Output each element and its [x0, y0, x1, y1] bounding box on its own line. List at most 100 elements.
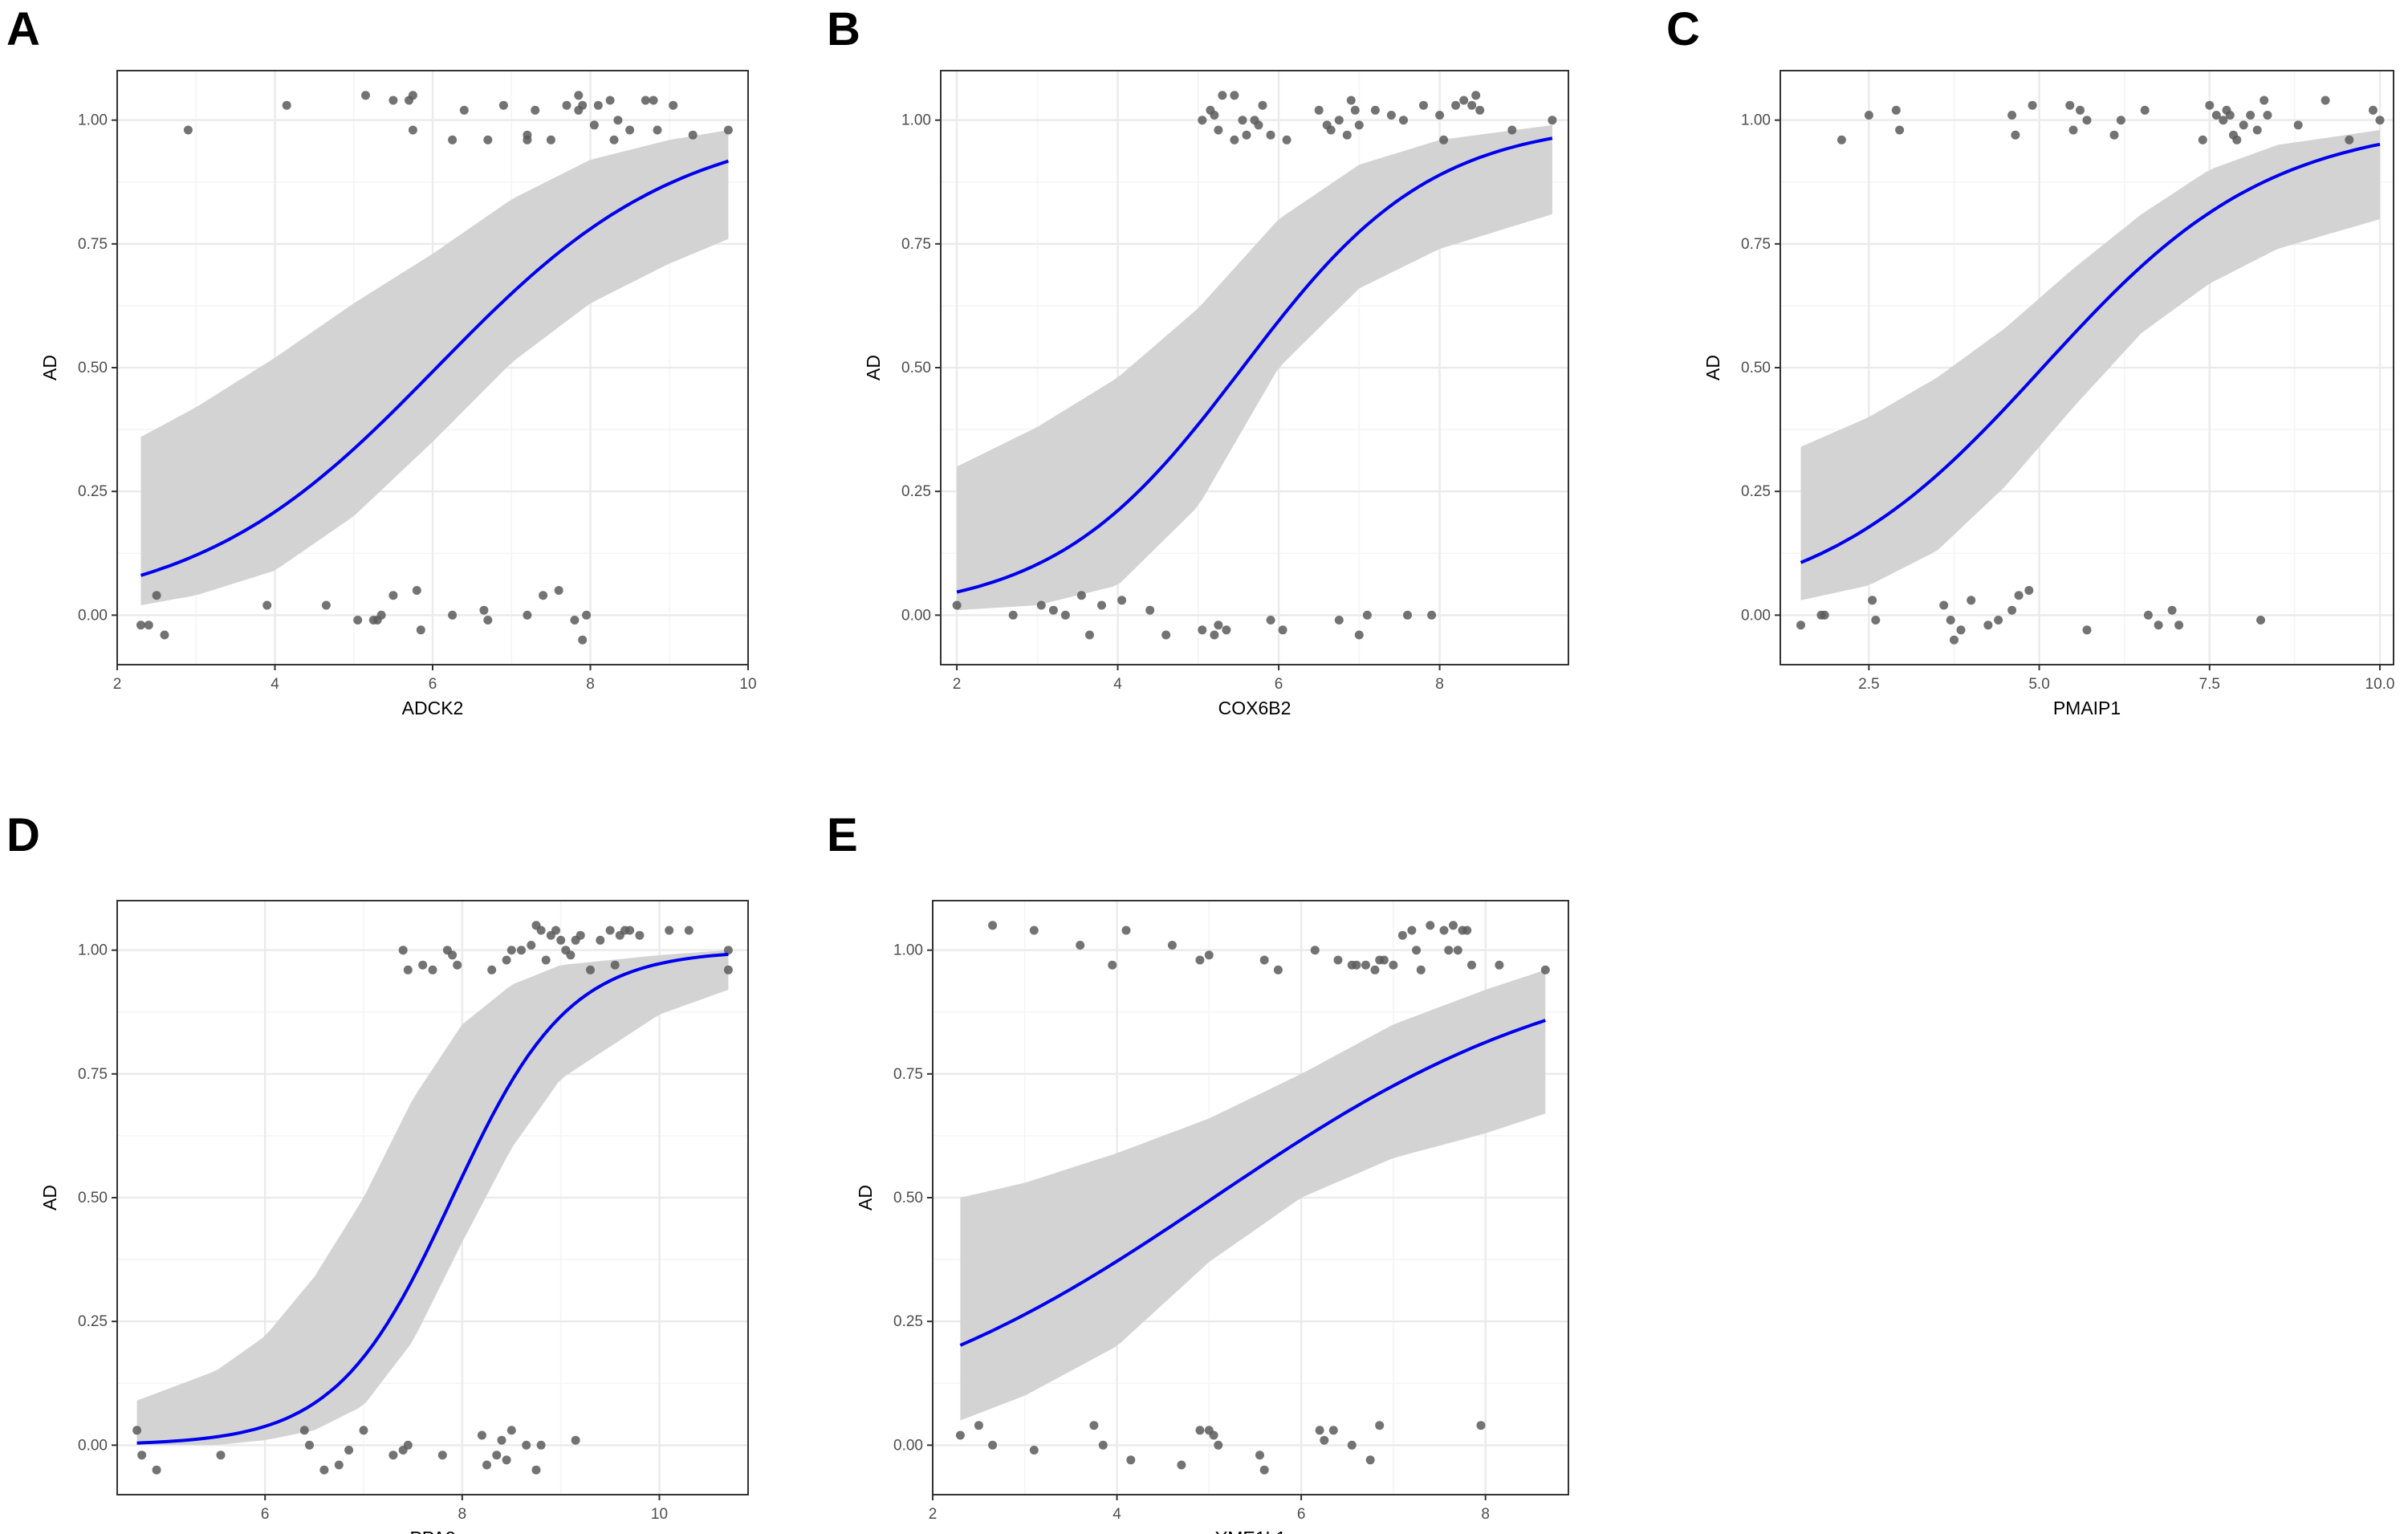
- data-point: [1117, 596, 1127, 605]
- data-point: [1328, 1426, 1338, 1435]
- data-point: [523, 610, 532, 620]
- data-point: [527, 941, 536, 950]
- x-tick-label: 8: [1435, 676, 1444, 693]
- data-point: [1210, 111, 1219, 120]
- x-tick-label: 8: [1481, 1506, 1490, 1523]
- data-point: [2140, 105, 2150, 115]
- data-point: [1167, 941, 1177, 950]
- y-axis-title: AD: [1702, 355, 1723, 380]
- data-point: [574, 91, 584, 100]
- data-point: [479, 605, 489, 615]
- y-tick-label: 0.25: [893, 1313, 923, 1330]
- data-point: [459, 105, 469, 115]
- data-point: [955, 1430, 965, 1440]
- data-point: [1507, 125, 1517, 135]
- data-point: [1198, 625, 1207, 635]
- data-point: [1342, 130, 1352, 140]
- data-point: [216, 1451, 226, 1460]
- data-point: [2014, 591, 2024, 600]
- data-point: [578, 100, 588, 110]
- data-point: [1370, 105, 1380, 115]
- data-point: [437, 1451, 447, 1460]
- data-point: [1361, 960, 1370, 970]
- data-point: [1453, 946, 1462, 955]
- data-point: [2321, 96, 2330, 105]
- data-point: [1278, 625, 1287, 635]
- data-point: [1426, 921, 1435, 930]
- data-point: [1334, 616, 1344, 625]
- panel-label-a: A: [6, 3, 40, 55]
- data-point: [1008, 610, 1018, 620]
- data-point: [2369, 105, 2377, 115]
- data-point: [1126, 1455, 1136, 1465]
- y-tick-label: 1.00: [893, 942, 923, 959]
- data-point: [448, 135, 458, 144]
- data-point: [1419, 100, 1428, 110]
- data-point: [1218, 91, 1227, 100]
- data-point: [1416, 965, 1426, 975]
- y-tick-label: 0.50: [78, 360, 108, 376]
- data-point: [1352, 960, 1361, 970]
- chart-panel-b-group: 2 4 6 8 0.00 0.25 0.50 0.75 1.00 COX6B2 AD: [863, 70, 1569, 718]
- y-tick-label: 0.00: [78, 1437, 108, 1454]
- data-point: [2239, 120, 2248, 130]
- data-point: [1983, 621, 1993, 630]
- chart-panel-a-group: 2 4 6 8 10 0.00 0.25 0.50 0.75 1.00 ADCK2 AD: [39, 70, 757, 718]
- data-point: [334, 1460, 344, 1470]
- data-point: [416, 625, 425, 635]
- data-point: [428, 965, 437, 975]
- data-point: [132, 1426, 142, 1435]
- data-point: [1403, 610, 1412, 620]
- data-point: [1089, 1421, 1099, 1430]
- data-point: [576, 930, 585, 940]
- y-tick-label: 0.75: [893, 1066, 923, 1083]
- confidence-band: [136, 950, 729, 1446]
- data-point: [403, 965, 413, 975]
- data-point: [1334, 116, 1344, 125]
- data-point: [1471, 91, 1481, 100]
- data-point: [723, 946, 733, 955]
- data-point: [1495, 960, 1504, 970]
- y-tick-label: 0.00: [1741, 607, 1771, 624]
- y-tick-label: 0.50: [1741, 360, 1771, 376]
- data-point: [1354, 120, 1364, 130]
- chart-panel-e-group: 2 4 6 8 0.00 0.25 0.50 0.75 1.00 YME1L1 AD: [855, 900, 1569, 1534]
- panel-label-c: C: [1666, 3, 1700, 55]
- y-axis-title: AD: [39, 1185, 60, 1211]
- x-tick-label: 4: [1113, 676, 1122, 693]
- data-point: [1273, 965, 1283, 975]
- data-point: [1397, 930, 1407, 940]
- data-point: [988, 1440, 998, 1450]
- data-point: [1230, 135, 1239, 144]
- data-point: [1258, 100, 1267, 110]
- data-point: [1333, 955, 1343, 965]
- data-point: [2154, 621, 2163, 630]
- panel-label-d: D: [6, 809, 40, 861]
- data-point: [418, 960, 428, 970]
- data-point: [1145, 605, 1155, 615]
- data-point: [2345, 135, 2354, 144]
- data-point: [688, 130, 698, 140]
- x-tick-label: 2.5: [1858, 676, 1879, 693]
- data-point: [506, 1426, 516, 1435]
- data-point: [523, 135, 532, 144]
- data-point: [613, 116, 623, 125]
- y-tick-label: 0.75: [78, 236, 108, 253]
- panel-label-b: B: [827, 3, 860, 55]
- data-point: [1029, 1446, 1039, 1455]
- y-axis-title: AD: [39, 355, 60, 380]
- data-point: [2232, 135, 2242, 144]
- data-point: [536, 926, 546, 935]
- x-tick-label: 5.0: [2028, 676, 2049, 693]
- y-tick-label: 0.00: [901, 607, 931, 624]
- data-point: [605, 96, 615, 105]
- data-point: [1467, 960, 1476, 970]
- data-point: [299, 1426, 309, 1435]
- x-tick-label: 6: [1297, 1506, 1306, 1523]
- data-point: [321, 600, 331, 610]
- data-point: [1098, 1440, 1108, 1450]
- y-tick-label: 0.75: [1741, 236, 1771, 253]
- data-point: [952, 600, 962, 610]
- data-point: [1449, 921, 1458, 930]
